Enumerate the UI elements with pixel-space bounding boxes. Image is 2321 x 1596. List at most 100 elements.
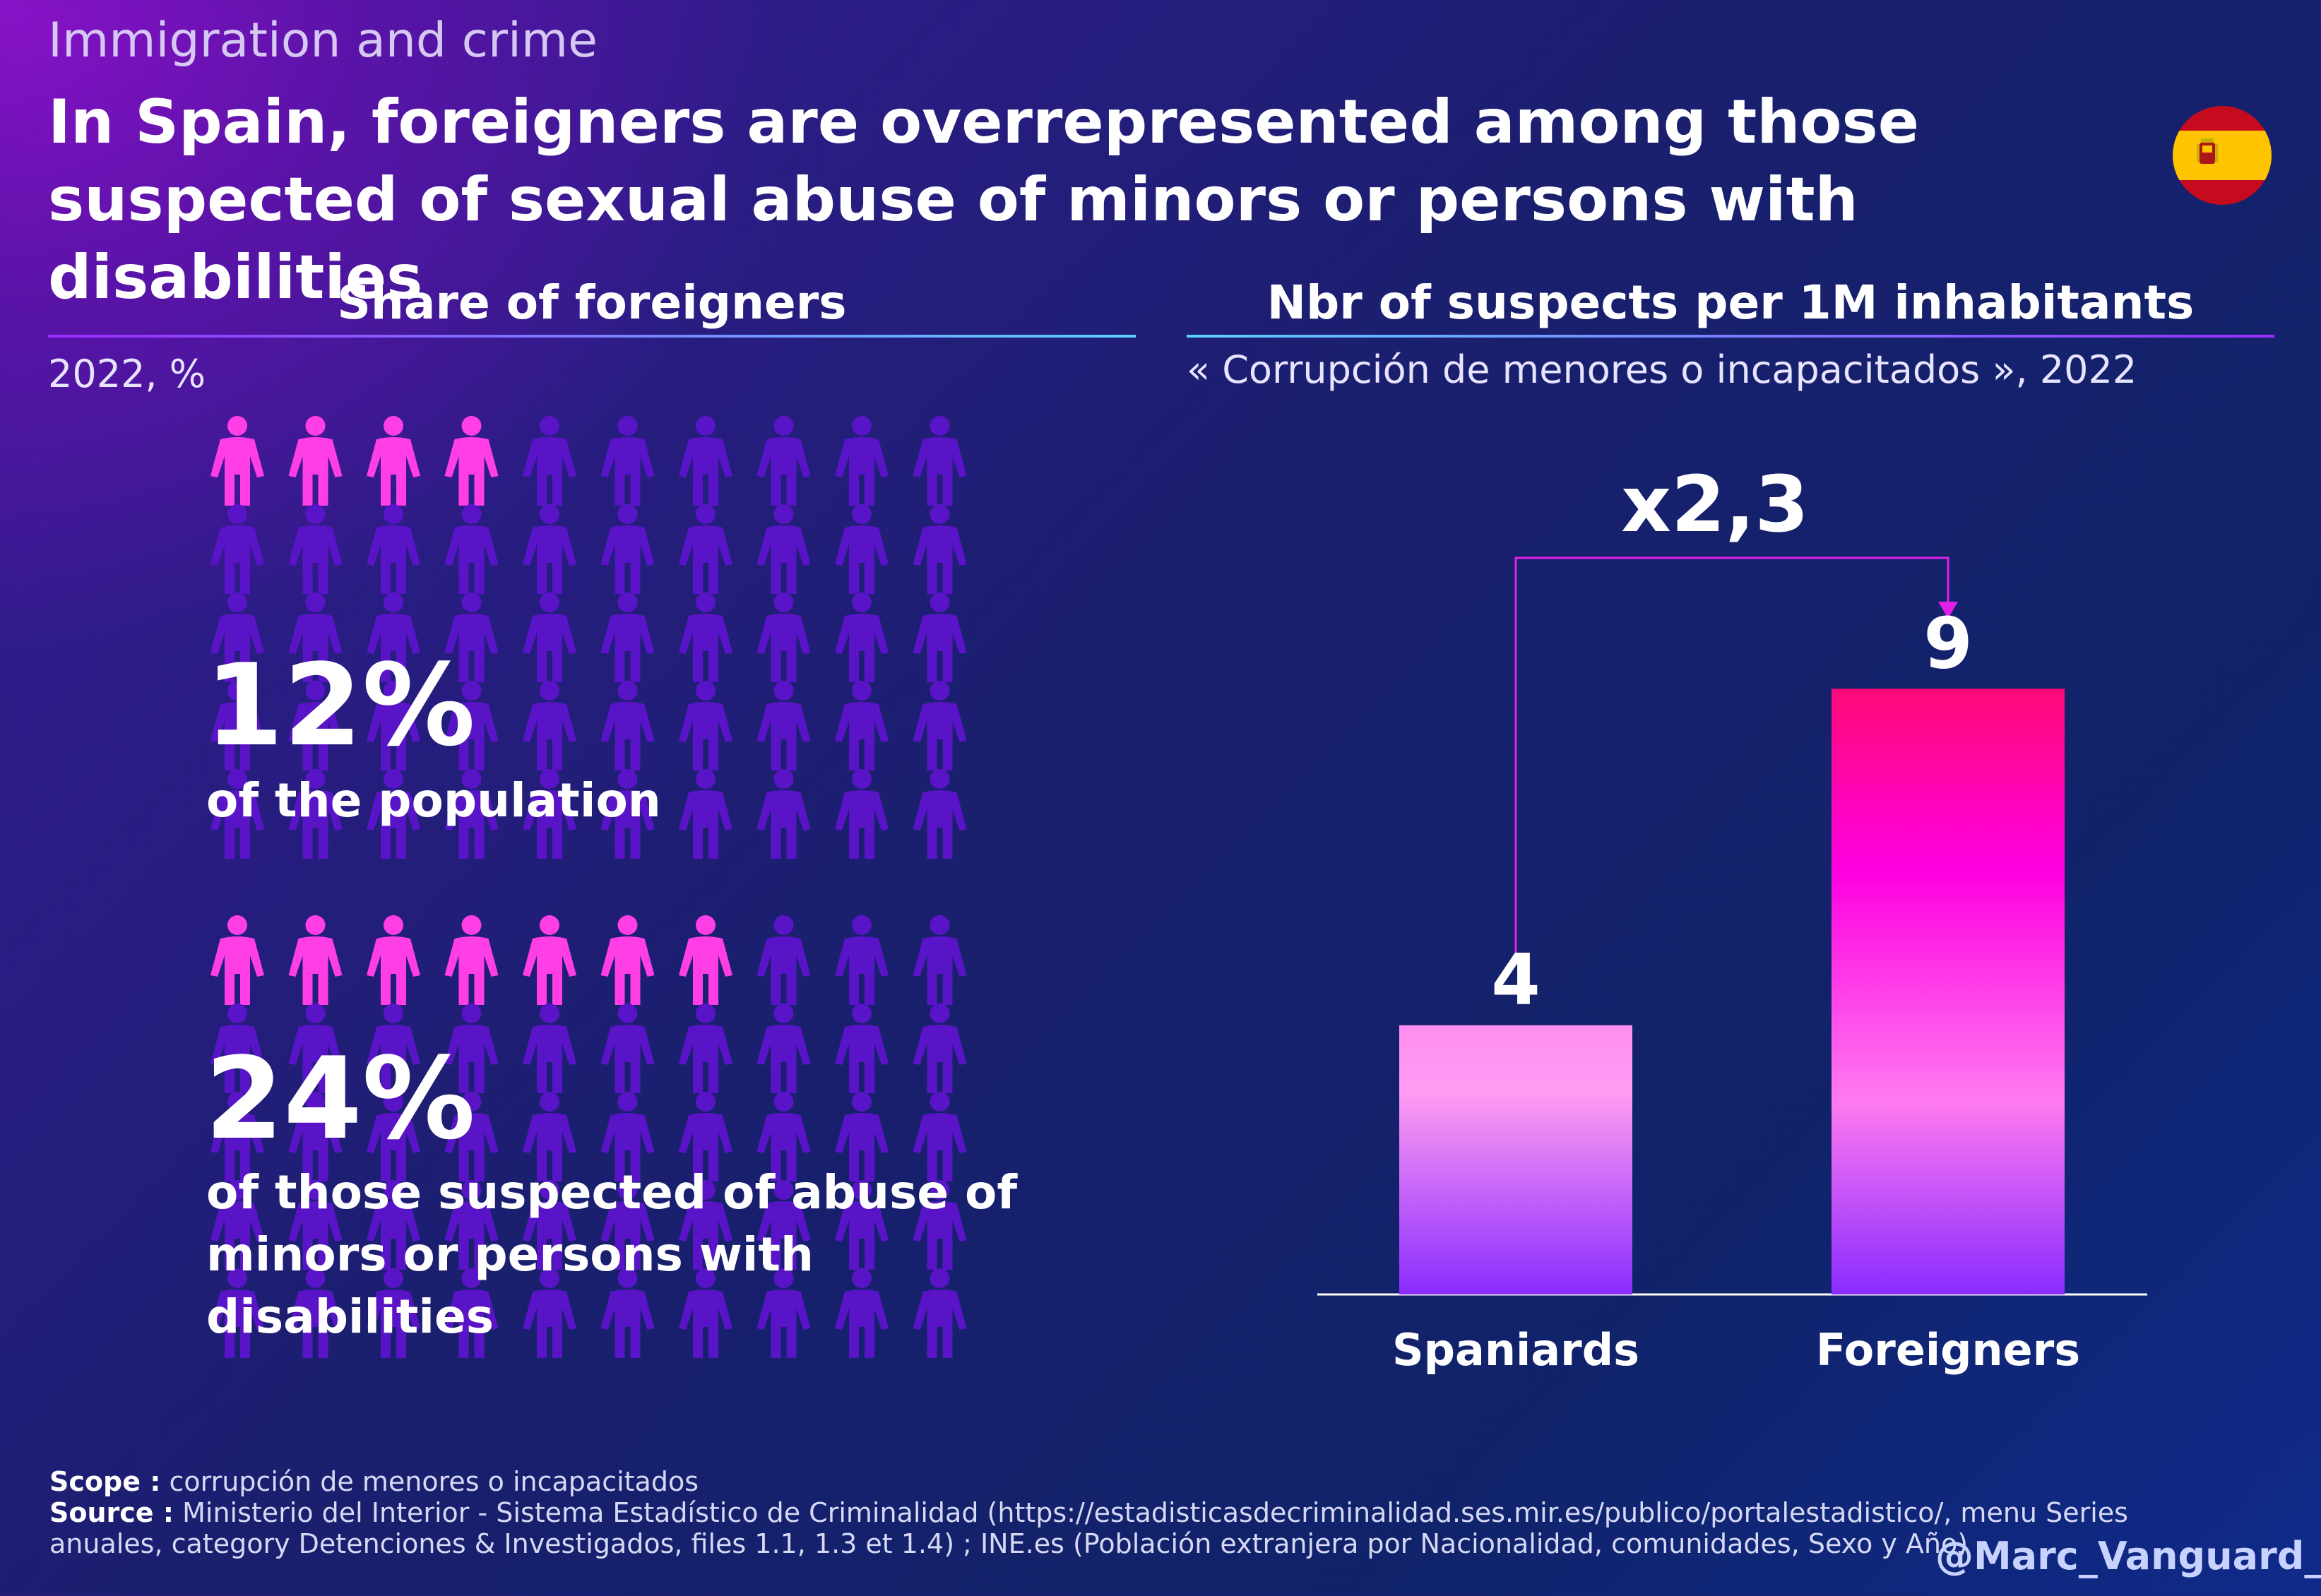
person-icon	[288, 1268, 343, 1358]
person-icon	[679, 1092, 732, 1181]
person-icon	[523, 416, 576, 506]
bar-value-foreigners: 9	[1923, 602, 1973, 684]
population-share-value: 12%	[205, 639, 475, 771]
person-icon	[367, 592, 420, 682]
person-icon-highlighted	[523, 915, 576, 1005]
person-icon	[679, 1004, 732, 1093]
person-icon	[210, 769, 264, 859]
left-panel-subtitle: 2022, %	[48, 352, 206, 396]
person-icon	[523, 681, 576, 770]
people-grid-2	[210, 915, 967, 1358]
person-icon	[600, 1092, 655, 1181]
person-icon	[600, 1180, 655, 1270]
person-icon	[756, 592, 811, 682]
author-handle: @Marc_Vanguard_i	[1935, 1534, 2321, 1578]
person-icon	[600, 1004, 655, 1093]
person-icon	[444, 504, 499, 594]
person-icon	[288, 769, 343, 859]
person-icon	[835, 769, 889, 859]
person-icon	[600, 592, 655, 682]
scope-text: corrupción de menores o incapacitados	[169, 1466, 699, 1497]
person-icon	[367, 1268, 420, 1358]
left-panel-divider	[48, 335, 1136, 338]
person-icon	[913, 416, 967, 506]
person-icon	[756, 1268, 811, 1358]
person-icon	[679, 769, 732, 859]
person-icon	[835, 1004, 889, 1093]
person-icon	[913, 1092, 967, 1181]
person-icon	[835, 915, 889, 1005]
person-icon	[288, 681, 343, 770]
person-icon-highlighted	[367, 416, 420, 506]
person-icon	[835, 1268, 889, 1358]
category-label-spaniards: Spaniards	[1392, 1324, 1639, 1376]
person-icon	[288, 504, 343, 594]
person-icon	[210, 504, 264, 594]
person-icon	[367, 681, 420, 770]
person-icon-highlighted	[444, 915, 499, 1005]
person-icon	[523, 1092, 576, 1181]
person-icon	[835, 681, 889, 770]
person-icon	[913, 1268, 967, 1358]
page-title: In Spain, foreigners are overrepresented…	[48, 87, 1920, 313]
person-icon	[444, 1004, 499, 1093]
person-icon	[679, 1268, 732, 1358]
person-icon	[210, 592, 264, 682]
person-icon	[523, 504, 576, 594]
person-icon	[444, 1180, 499, 1270]
person-icon-highlighted	[288, 416, 343, 506]
person-icon	[756, 1180, 811, 1270]
person-icon	[913, 1004, 967, 1093]
person-icon	[367, 1092, 420, 1181]
person-icon	[679, 416, 732, 506]
person-icon	[679, 504, 732, 594]
person-icon-highlighted	[367, 915, 420, 1005]
person-icon	[367, 769, 420, 859]
person-icon	[835, 592, 889, 682]
ratio-label: x2,3	[1621, 459, 1809, 549]
bar-value-spaniards: 4	[1491, 939, 1541, 1021]
person-icon	[367, 1004, 420, 1093]
person-icon	[756, 915, 811, 1005]
right-panel-divider	[1187, 335, 2274, 338]
people-grid-1	[210, 416, 967, 859]
person-icon	[679, 592, 732, 682]
person-icon	[913, 504, 967, 594]
person-icon	[756, 416, 811, 506]
left-panel-title: Share of foreigners	[337, 275, 847, 330]
population-people-grid	[210, 416, 967, 1358]
source-line: Source : Ministerio del Interior - Siste…	[49, 1497, 2239, 1559]
person-icon	[288, 592, 343, 682]
person-icon	[288, 1092, 343, 1181]
person-icon	[835, 416, 889, 506]
person-icon-highlighted	[600, 915, 655, 1005]
person-icon	[756, 1004, 811, 1093]
person-icon-highlighted	[679, 915, 732, 1005]
person-icon	[444, 769, 499, 859]
person-icon	[210, 1004, 264, 1093]
bar-spaniards	[1399, 1025, 1632, 1294]
person-icon	[210, 681, 264, 770]
person-icon	[835, 1180, 889, 1270]
category-label-foreigners: Foreigners	[1816, 1324, 2080, 1376]
person-icon	[210, 1268, 264, 1358]
person-icon	[367, 1180, 420, 1270]
person-icon	[600, 1268, 655, 1358]
person-icon	[600, 416, 655, 506]
person-icon	[210, 1180, 264, 1270]
ratio-connector	[1514, 556, 1949, 953]
person-icon	[913, 681, 967, 770]
person-icon	[913, 592, 967, 682]
person-icon	[679, 681, 732, 770]
source-label: Source :	[49, 1497, 174, 1528]
spain-flag-icon	[2173, 106, 2272, 205]
person-icon	[679, 1180, 732, 1270]
person-icon	[756, 1092, 811, 1181]
person-icon-highlighted	[288, 915, 343, 1005]
person-icon-highlighted	[444, 416, 499, 506]
person-icon	[288, 1180, 343, 1270]
person-icon	[523, 1268, 576, 1358]
right-panel-title: Nbr of suspects per 1M inhabitants	[1266, 275, 2195, 330]
person-icon	[523, 1004, 576, 1093]
scope-label: Scope :	[49, 1466, 161, 1497]
